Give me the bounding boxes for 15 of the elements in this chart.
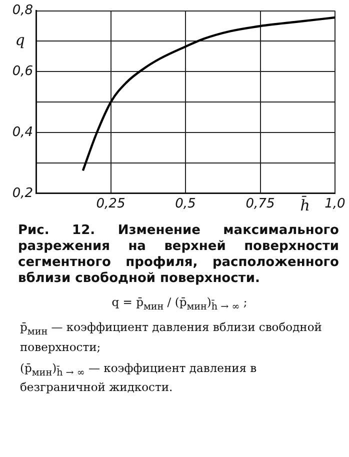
x-tick-label: 0,5 <box>175 196 196 212</box>
y-tick-label: 0,6 <box>12 64 33 80</box>
text: q = p̄$_{мин}$ / (p̄$_{мин}$)$_{h̄ → ∞}$ ; <box>110 295 248 314</box>
text: p̄$_{мин}$ — коэффициент давления вблизи свободной поверхности; <box>20 320 323 355</box>
text: (p̄$_{мин}$)$_{h̄ → ∞}$ — коэффициент давления в безграничной жидкости. <box>20 360 258 395</box>
text: Рис. 12. Изменение максимального разрежения на верхней поверхности сегментного профиля, расположенного вблизи свободной поверхности. <box>18 223 339 287</box>
y-axis-title: q <box>15 31 25 50</box>
x-axis-title: h̄ <box>300 195 310 214</box>
y-tick-label: 0,4 <box>12 124 33 140</box>
x-tick-label: 0,25 <box>96 196 126 212</box>
y-tick-label: 0,2 <box>12 186 33 201</box>
y-tick-label: 0,8 <box>12 3 33 18</box>
line-series <box>82 16 335 172</box>
x-tick-label: 0,75 <box>246 196 275 212</box>
x-tick-label: 1,0 <box>324 196 346 212</box>
